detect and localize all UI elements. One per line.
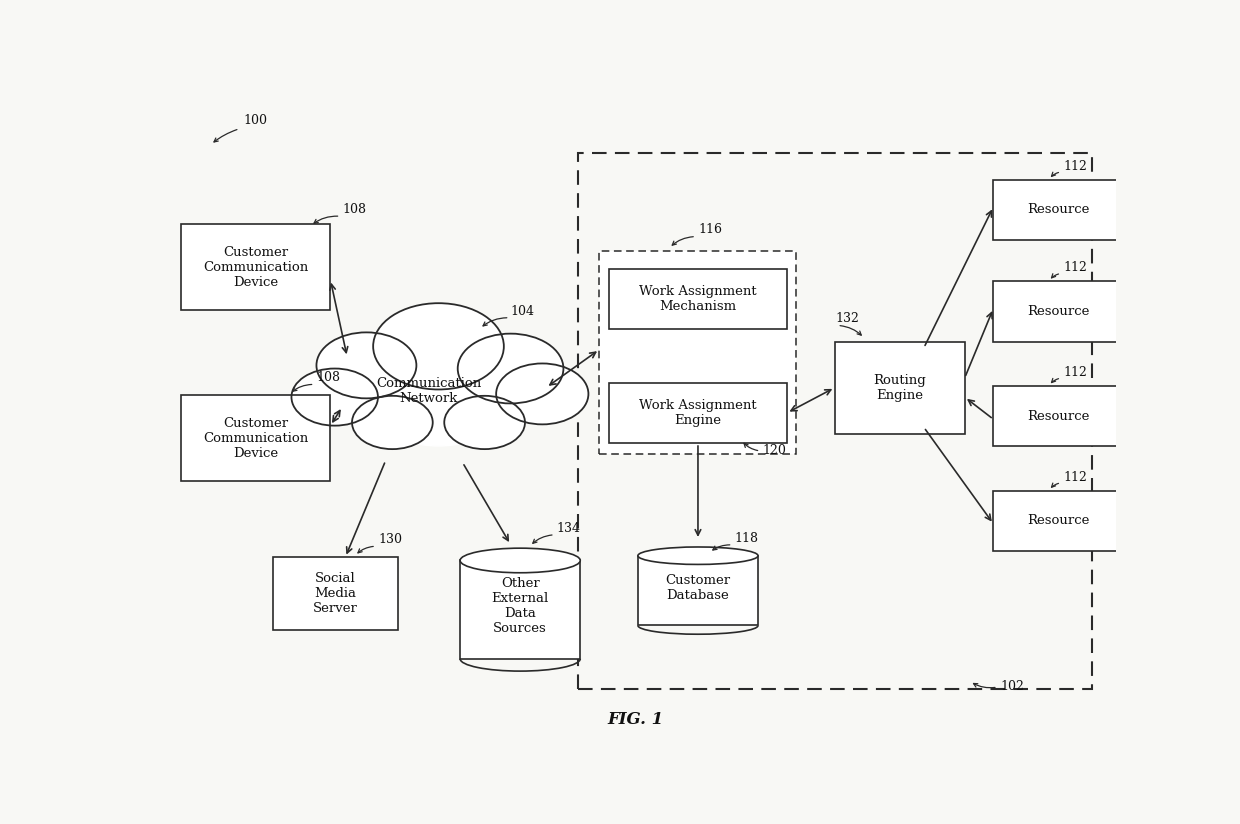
- Text: Resource: Resource: [1027, 514, 1090, 527]
- Bar: [609, 383, 787, 443]
- Circle shape: [316, 332, 417, 398]
- Circle shape: [496, 363, 589, 424]
- Text: Routing
Engine: Routing Engine: [873, 373, 926, 401]
- Bar: [609, 269, 787, 329]
- Circle shape: [360, 342, 517, 446]
- Text: Work Assignment
Engine: Work Assignment Engine: [639, 399, 756, 427]
- Text: Resource: Resource: [1027, 410, 1090, 423]
- Text: Resource: Resource: [1027, 305, 1090, 318]
- Circle shape: [352, 396, 433, 449]
- Text: 108: 108: [342, 203, 366, 216]
- Text: 134: 134: [557, 522, 580, 535]
- Text: Customer
Communication
Device: Customer Communication Device: [203, 417, 309, 460]
- Text: 120: 120: [763, 444, 786, 457]
- Bar: [835, 342, 965, 433]
- Bar: [181, 396, 330, 481]
- Text: 112: 112: [1063, 261, 1087, 274]
- Text: 118: 118: [734, 531, 759, 545]
- Bar: [993, 281, 1123, 342]
- Text: Social
Media
Server: Social Media Server: [314, 573, 358, 616]
- Text: Resource: Resource: [1027, 204, 1090, 217]
- Text: Communication
Network: Communication Network: [376, 377, 481, 405]
- Circle shape: [291, 368, 378, 426]
- Text: Customer
Communication
Device: Customer Communication Device: [203, 246, 309, 288]
- Ellipse shape: [637, 547, 758, 564]
- Bar: [273, 557, 398, 630]
- Text: 132: 132: [836, 312, 859, 325]
- Text: Customer
Database: Customer Database: [666, 574, 730, 602]
- Bar: [599, 251, 796, 454]
- Text: 112: 112: [1063, 160, 1087, 173]
- Ellipse shape: [460, 548, 580, 573]
- Text: 112: 112: [1063, 471, 1087, 484]
- Circle shape: [444, 396, 525, 449]
- Bar: [181, 224, 330, 310]
- Text: 108: 108: [316, 372, 341, 384]
- Bar: [993, 180, 1123, 240]
- Text: 104: 104: [511, 305, 534, 317]
- Bar: [637, 555, 758, 625]
- Text: Other
External
Data
Sources: Other External Data Sources: [491, 577, 549, 635]
- Text: 116: 116: [698, 223, 722, 236]
- Circle shape: [458, 334, 563, 404]
- Bar: [993, 490, 1123, 551]
- Bar: [460, 560, 580, 659]
- Text: 100: 100: [243, 115, 268, 127]
- Text: Work Assignment
Mechanism: Work Assignment Mechanism: [639, 285, 756, 313]
- Text: 102: 102: [1001, 681, 1024, 693]
- Bar: [993, 386, 1123, 447]
- Text: FIG. 1: FIG. 1: [608, 711, 663, 728]
- Text: 130: 130: [378, 533, 402, 546]
- Circle shape: [373, 303, 503, 390]
- Bar: [578, 152, 1092, 689]
- Text: 112: 112: [1063, 366, 1087, 379]
